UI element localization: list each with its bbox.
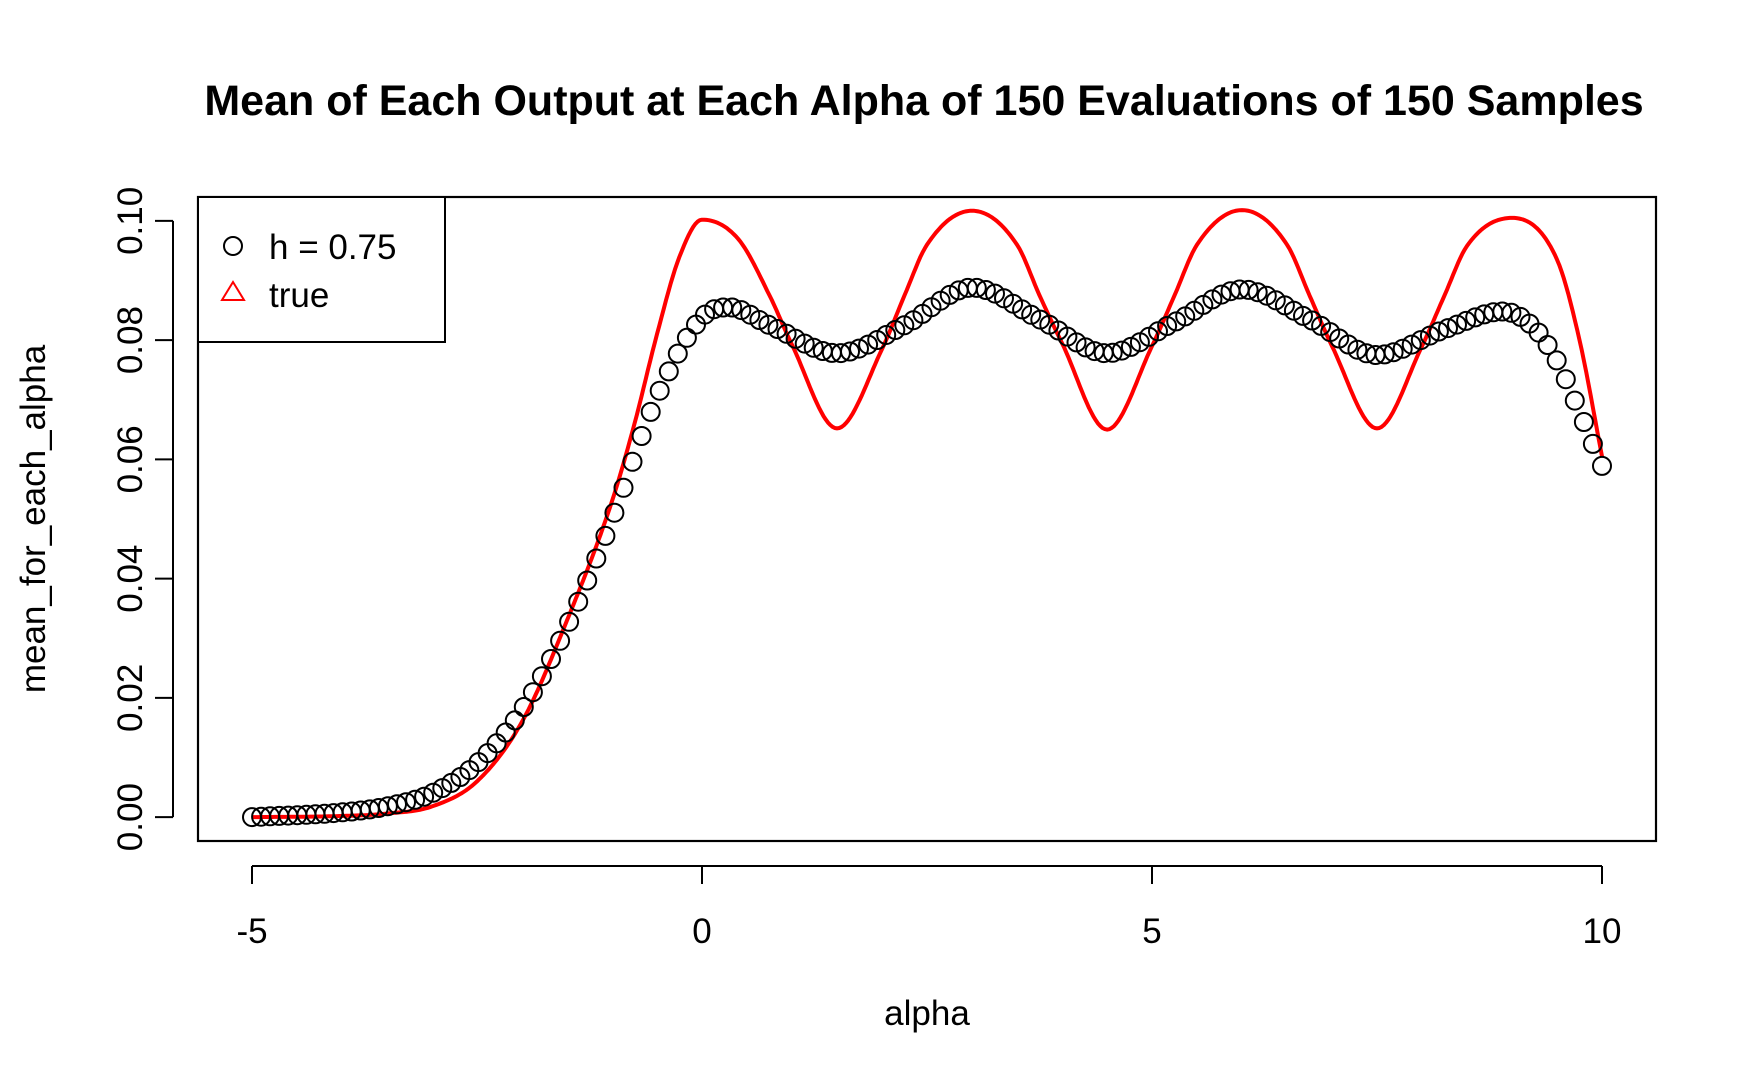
data-point xyxy=(396,792,416,813)
data-point xyxy=(1501,302,1522,323)
data-point xyxy=(939,284,960,305)
data-point xyxy=(1401,334,1422,355)
data-point xyxy=(1075,337,1096,358)
data-point xyxy=(604,502,625,523)
x-axis-label: alpha xyxy=(884,994,970,1033)
x-tick-label: -5 xyxy=(236,912,267,951)
data-point xyxy=(522,682,543,703)
data-point xyxy=(1438,318,1458,339)
data-point xyxy=(414,786,435,807)
data-point xyxy=(975,280,996,300)
data-point xyxy=(767,319,788,339)
data-point xyxy=(405,789,426,810)
data-point xyxy=(794,333,815,354)
data-point xyxy=(1211,284,1232,305)
data-point xyxy=(649,380,670,401)
data-point xyxy=(504,710,525,731)
data-point xyxy=(1582,433,1603,454)
data-point xyxy=(1293,305,1313,326)
data-point xyxy=(531,666,552,687)
data-point xyxy=(1564,390,1585,411)
data-point xyxy=(731,300,752,321)
plot-frame xyxy=(196,195,1658,843)
data-point xyxy=(1428,321,1449,342)
y-tick-label: 0.08 xyxy=(111,306,150,374)
data-point xyxy=(1573,412,1594,432)
data-point xyxy=(758,314,779,335)
data-point xyxy=(586,548,607,569)
legend-label-true: true xyxy=(269,276,329,315)
data-point xyxy=(423,782,444,803)
y-tick-label: 0.04 xyxy=(111,545,150,613)
data-point xyxy=(1392,338,1413,359)
x-axis: -5 0 5 10 xyxy=(236,865,1622,951)
data-point xyxy=(1157,316,1178,336)
data-point xyxy=(640,401,661,422)
data-point xyxy=(966,277,987,298)
data-point xyxy=(541,649,561,669)
data-point xyxy=(722,297,743,318)
data-point xyxy=(1592,455,1612,476)
data-point xyxy=(559,611,580,632)
data-point xyxy=(1492,301,1513,322)
data-point xyxy=(1447,314,1467,335)
data-point xyxy=(858,334,879,355)
chart-title: Mean of Each Output at Each Alpha of 150… xyxy=(204,77,1643,125)
series-h-0-75 xyxy=(242,277,1612,828)
y-tick-label: 0.06 xyxy=(111,425,150,493)
legend-marker-circle xyxy=(223,236,243,256)
data-point xyxy=(550,630,571,651)
x-tick-label: 5 xyxy=(1142,912,1161,951)
data-point xyxy=(1410,330,1431,351)
y-axis: 0.00 0.02 0.04 0.06 0.08 0.10 xyxy=(111,187,174,851)
data-point xyxy=(1256,285,1277,306)
data-point xyxy=(622,451,643,472)
data-point xyxy=(658,361,679,382)
y-tick-label: 0.10 xyxy=(111,187,150,255)
x-tick-label: 0 xyxy=(692,912,711,951)
data-point xyxy=(1546,350,1567,371)
data-point xyxy=(1555,369,1576,390)
true-line xyxy=(252,208,1604,820)
legend-marker-triangle xyxy=(220,280,246,301)
data-point xyxy=(613,477,634,498)
data-point xyxy=(1021,304,1042,325)
legend-label-h: h = 0.75 xyxy=(269,228,396,267)
data-point xyxy=(568,591,589,612)
data-point xyxy=(1419,325,1440,346)
data-point xyxy=(1537,335,1558,355)
data-point xyxy=(849,338,869,359)
data-point xyxy=(387,794,407,815)
data-point xyxy=(840,341,860,362)
data-point xyxy=(785,328,806,349)
data-point xyxy=(1111,340,1132,361)
data-point xyxy=(1374,344,1395,365)
data-point xyxy=(495,722,516,743)
data-point xyxy=(1238,279,1259,300)
data-point xyxy=(577,570,598,591)
data-point xyxy=(1347,339,1368,360)
data-point xyxy=(1202,289,1223,310)
y-axis-label: mean_for_each_alpha xyxy=(14,344,53,693)
data-point xyxy=(803,337,824,358)
data-point xyxy=(830,343,851,364)
data-point xyxy=(1465,307,1486,328)
data-point xyxy=(1383,342,1404,363)
y-tick-label: 0.02 xyxy=(111,664,150,732)
data-point xyxy=(631,426,652,446)
series-true xyxy=(252,208,1604,820)
data-point xyxy=(1247,282,1268,303)
data-point xyxy=(667,343,688,364)
data-point xyxy=(1456,310,1477,331)
legend: h = 0.75 true xyxy=(197,196,446,343)
x-tick-label: 10 xyxy=(1583,912,1622,951)
legend-box xyxy=(197,196,446,343)
y-tick-label: 0.00 xyxy=(111,783,150,851)
data-point xyxy=(595,525,616,546)
data-point xyxy=(1102,342,1123,363)
data-point xyxy=(676,327,697,348)
data-point xyxy=(513,697,534,717)
